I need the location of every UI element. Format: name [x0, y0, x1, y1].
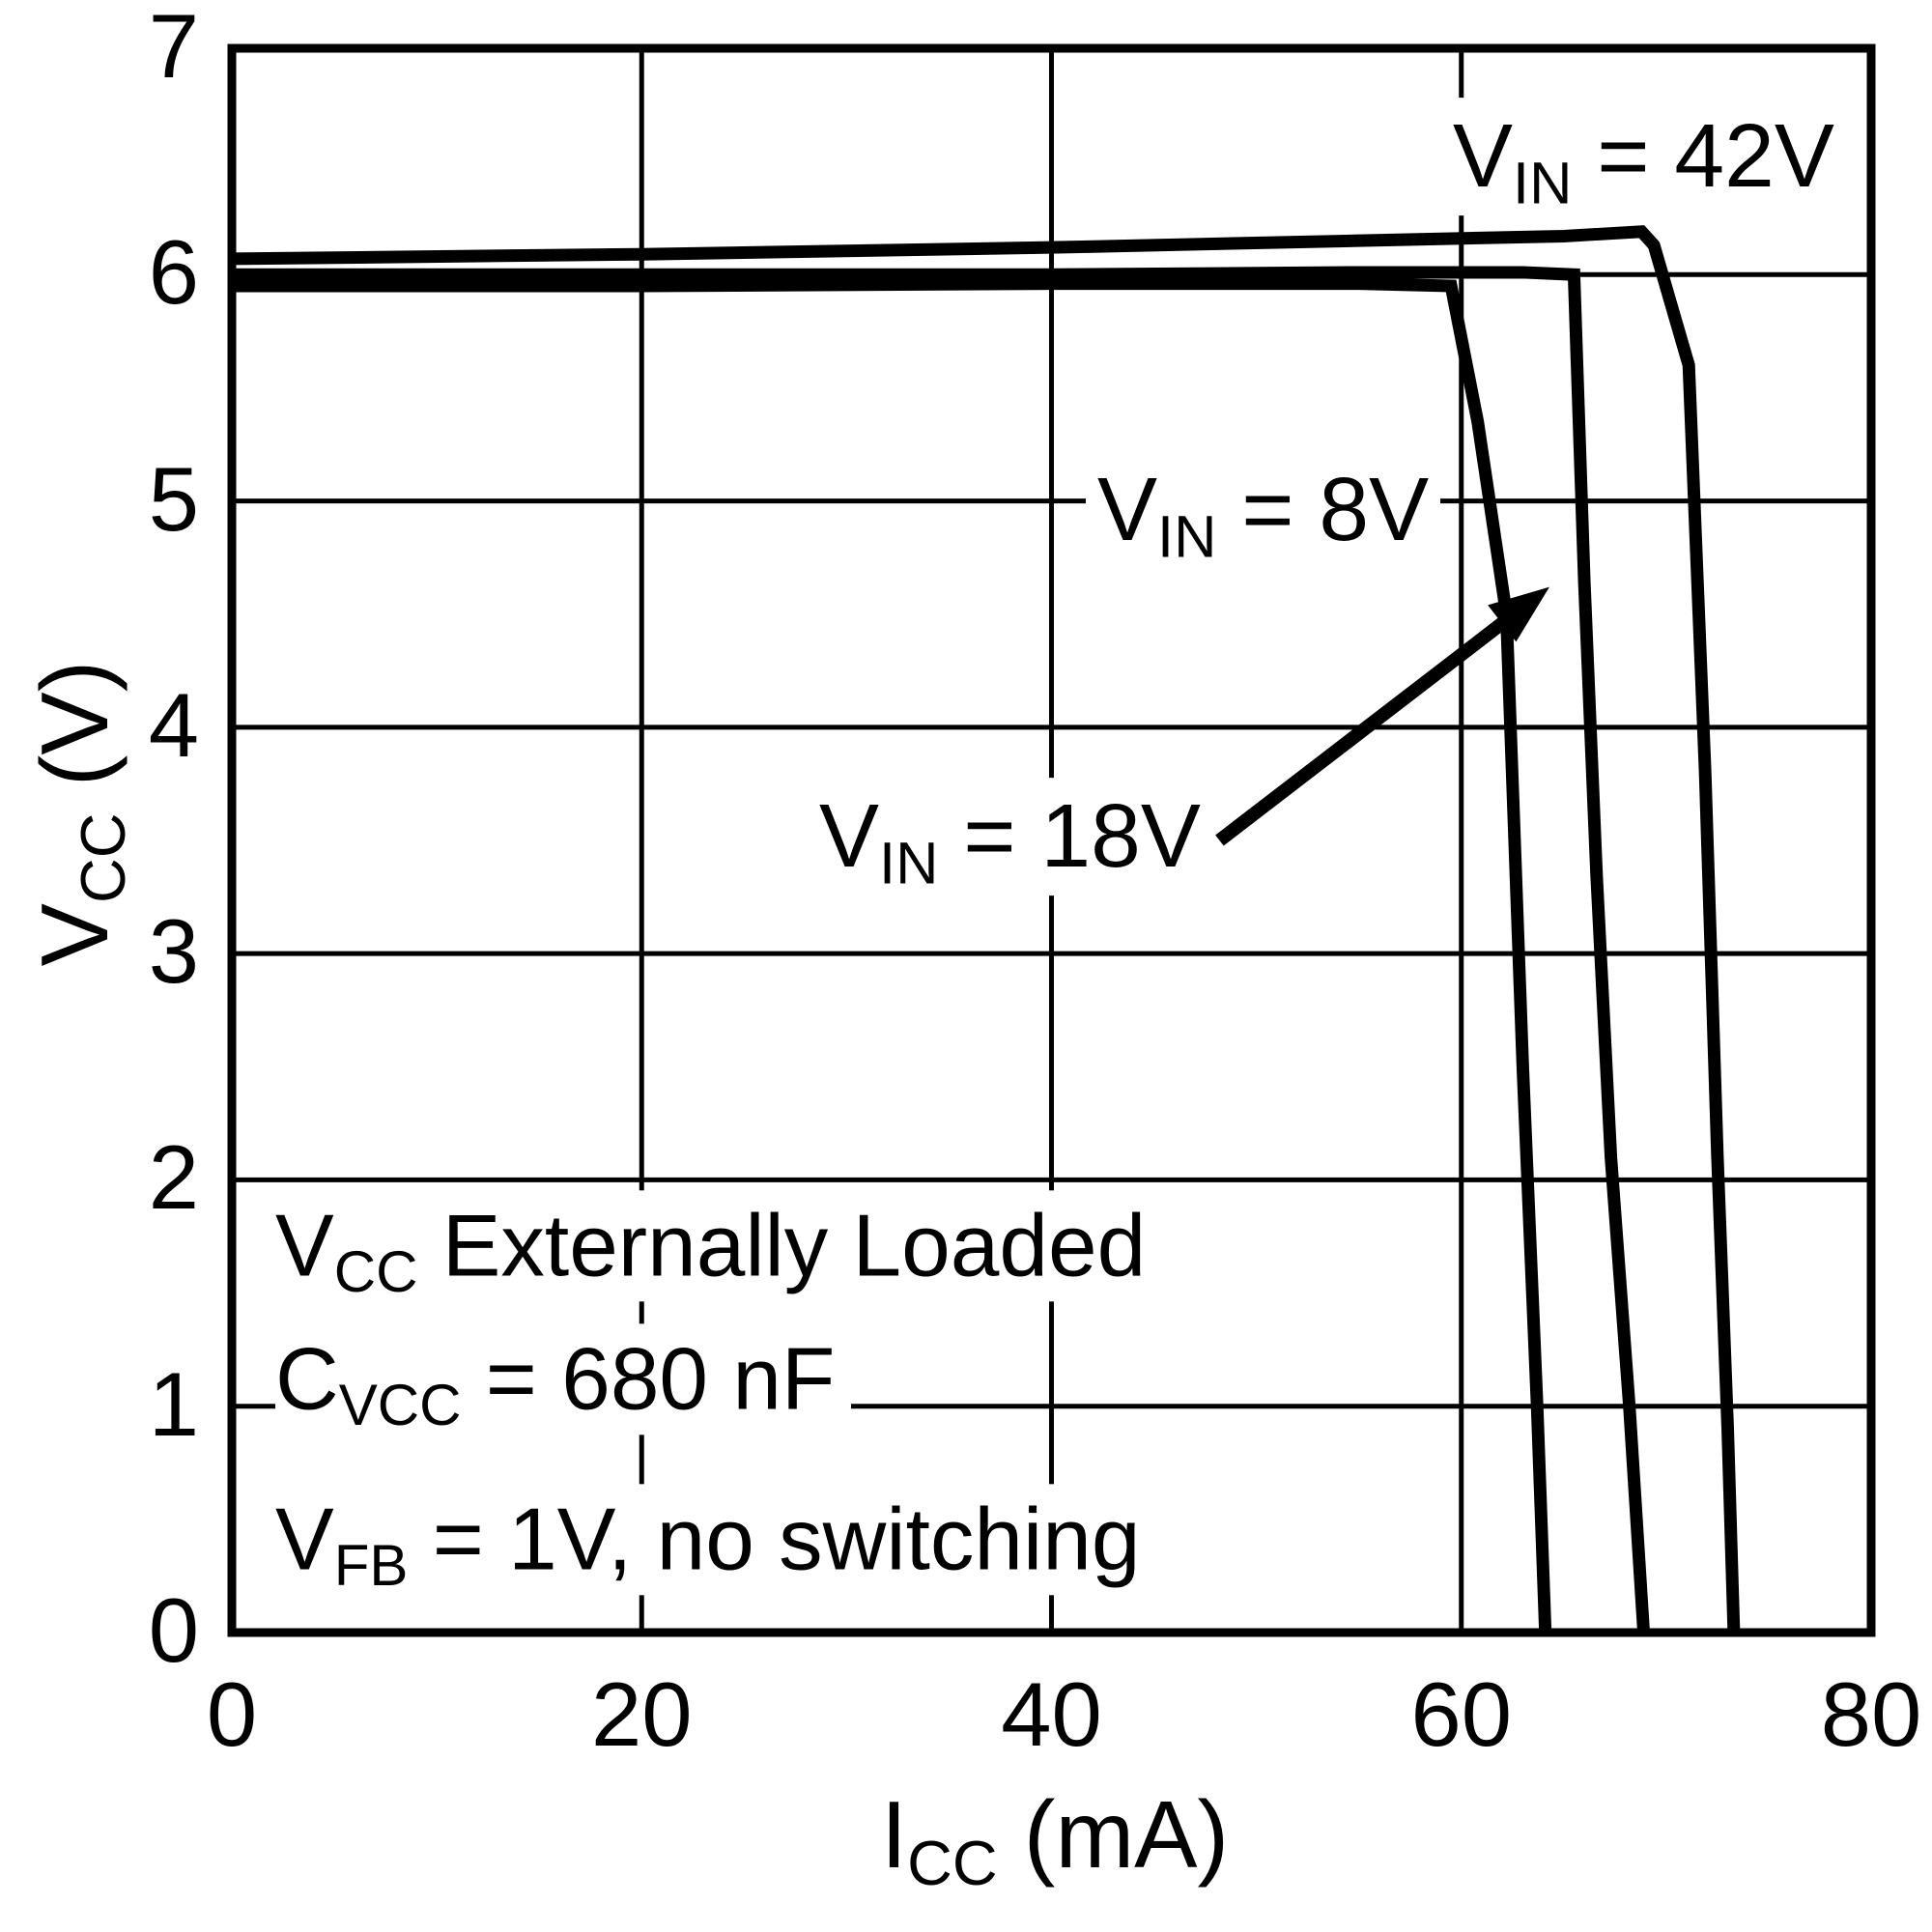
- curve-vin-8v: [232, 277, 1552, 1634]
- curve-label-vin-42v-base: V: [1453, 105, 1514, 207]
- condition-note-externally-loaded: VCC Externally Loaded: [275, 1190, 1162, 1305]
- x-tick-label: 20: [590, 1663, 693, 1765]
- x-tick-label: 40: [1001, 1663, 1102, 1765]
- condition-note-2-subscript: VCC: [338, 1373, 462, 1438]
- x-tick-label: 0: [206, 1663, 258, 1765]
- x-tick-label: 80: [1820, 1663, 1922, 1765]
- curve-vin-42v: [231, 225, 1741, 1634]
- y-tick-label: 4: [148, 673, 199, 776]
- condition-note-vfb: VFB = 1V, no switching: [275, 1484, 1156, 1599]
- y-axis-title-base: V: [21, 902, 128, 967]
- curve-label-vin-8v-value: = 8V: [1216, 459, 1430, 560]
- curve-label-vin-8v-base: V: [1097, 459, 1158, 560]
- annotation-arrow-head: [1488, 586, 1549, 642]
- condition-note-3-base: V: [275, 1491, 334, 1589]
- curve-label-vin-42v: VIN = 42V: [1441, 98, 1846, 215]
- plot-border: [227, 43, 1876, 1637]
- y-tick-label: 2: [148, 1126, 199, 1229]
- curve-label-vin-8v-subscript: IN: [1157, 503, 1217, 571]
- y-tick-label: 0: [148, 1579, 199, 1682]
- x-axis-title-base: I: [880, 1781, 908, 1888]
- x-axis-title: ICC (mA): [880, 1781, 1230, 1894]
- y-tick-label: 6: [148, 221, 199, 324]
- condition-note-1-text: Externally Loaded: [417, 1197, 1147, 1295]
- y-axis-title-subscript: CC: [68, 812, 139, 903]
- condition-note-3-text: = 1V, no switching: [408, 1491, 1141, 1589]
- y-axis-title-unit: (V): [21, 660, 128, 813]
- curve-label-vin-8v: VIN = 8V: [1086, 451, 1441, 571]
- curve-label-vin-42v-value: = 42V: [1572, 105, 1834, 207]
- y-tick-label: 5: [148, 447, 199, 550]
- x-tick-label: 60: [1410, 1663, 1513, 1765]
- condition-note-1-subscript: CC: [333, 1239, 418, 1305]
- y-tick-label: 7: [148, 0, 199, 98]
- curve-vin-18v: [232, 266, 1651, 1634]
- condition-note-2-base: C: [275, 1330, 339, 1429]
- curve-label-vin-18v: VIN = 18V: [808, 778, 1212, 895]
- curve-label-vin-18v-subscript: IN: [879, 830, 939, 897]
- annotation-arrow-shaft: [1215, 614, 1511, 846]
- y-tick-label: 3: [148, 900, 199, 1003]
- x-axis-title-unit: (mA): [997, 1781, 1230, 1888]
- condition-note-1-base: V: [275, 1197, 334, 1295]
- y-tick-label: 1: [148, 1352, 199, 1455]
- condition-note-2-text: = 680 nF: [461, 1330, 836, 1429]
- curve-label-vin-18v-value: = 18V: [938, 785, 1201, 887]
- curve-label-vin-18v-base: V: [819, 785, 880, 887]
- curve-label-vin-42v-subscript: IN: [1513, 150, 1573, 217]
- y-axis-title: VCC (V): [21, 660, 138, 967]
- condition-note-cvcc: CVCC = 680 nF: [275, 1323, 851, 1435]
- x-axis-title-subscript: CC: [907, 1828, 998, 1899]
- condition-note-3-subscript: FB: [333, 1533, 409, 1599]
